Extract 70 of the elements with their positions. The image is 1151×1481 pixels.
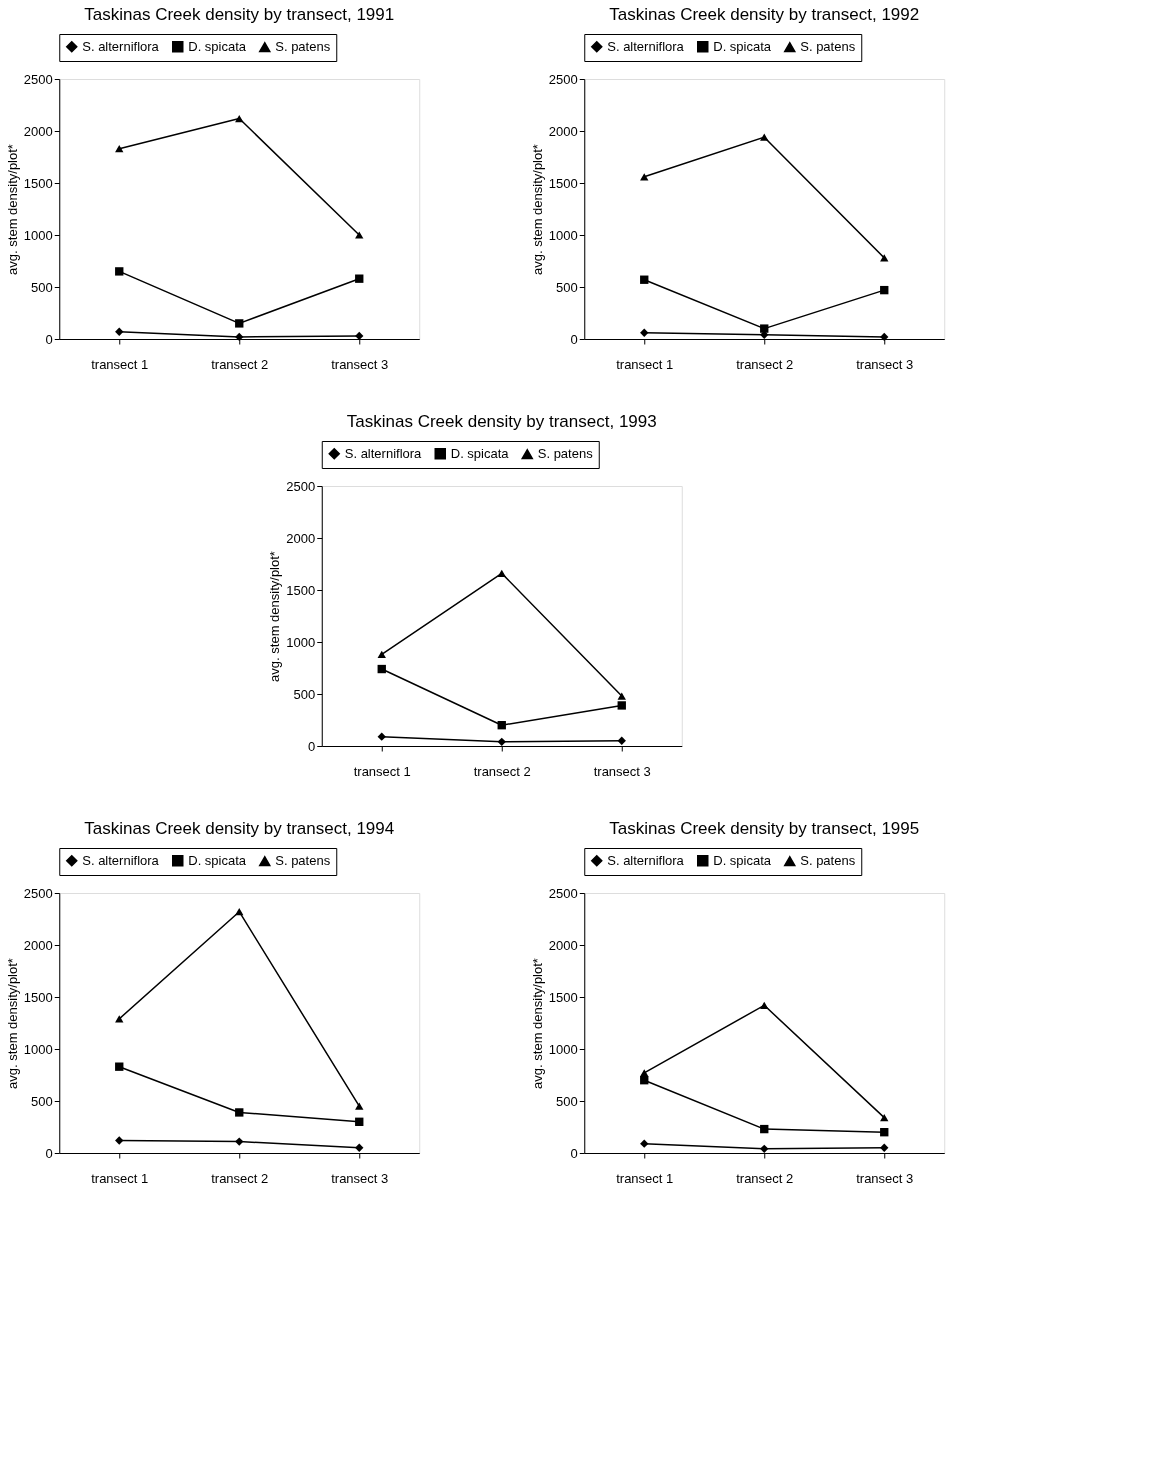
y-tick-label: 2500 (548, 71, 578, 87)
x-tick-label: transect 3 (593, 763, 651, 779)
y-tick-label: 0 (570, 331, 578, 347)
legend-label: S. alterniflora (607, 852, 685, 868)
y-tick-label: 1500 (548, 989, 578, 1005)
x-tick-label: transect 1 (616, 356, 674, 372)
y-tick-label: 2000 (23, 937, 53, 953)
legend-label: S. patens (275, 853, 331, 869)
chart-title: Taskinas Creek density by transect, 1992 (609, 4, 920, 24)
x-tick-label: transect 3 (856, 356, 914, 372)
x-tick-label: transect 3 (856, 1170, 914, 1186)
x-tick-label: transect 3 (331, 356, 389, 372)
y-tick-label: 2500 (286, 478, 316, 494)
chart-title: Taskinas Creek density by transect, 1993 (346, 411, 657, 431)
y-tick-label: 1000 (548, 1041, 578, 1057)
y-axis-title: avg. stem density/plot* (4, 958, 20, 1089)
y-tick-label: 500 (556, 1093, 578, 1109)
x-tick-label: transect 1 (353, 763, 411, 779)
y-tick-label: 1500 (23, 989, 53, 1005)
y-tick-label: 500 (31, 1093, 53, 1109)
y-tick-label: 500 (293, 686, 316, 702)
y-tick-label: 2000 (548, 937, 578, 953)
y-tick-label: 1500 (23, 175, 53, 191)
y-tick-label: 2000 (23, 123, 53, 139)
y-tick-label: 500 (556, 279, 578, 295)
y-axis-title: avg. stem density/plot* (267, 551, 283, 682)
y-axis-title: avg. stem density/plot* (529, 958, 545, 1089)
x-tick-label: transect 2 (736, 1170, 794, 1186)
y-tick-label: 2000 (286, 530, 316, 546)
x-tick-label: transect 2 (473, 763, 531, 779)
chart-title: Taskinas Creek density by transect, 1995 (609, 818, 920, 838)
x-tick-label: transect 3 (331, 1170, 389, 1186)
y-tick-label: 1000 (23, 1041, 53, 1057)
legend-label: S. patens (800, 853, 856, 869)
y-tick-label: 2500 (23, 885, 53, 901)
y-tick-label: 0 (45, 331, 53, 347)
x-tick-label: transect 2 (211, 356, 269, 372)
y-tick-label: 1000 (23, 227, 53, 243)
legend-label: D. spicata (713, 38, 772, 54)
x-tick-label: transect 2 (736, 356, 794, 372)
legend-label: D. spicata (188, 852, 247, 868)
y-tick-label: 2500 (548, 885, 578, 901)
legend-label: S. alterniflora (82, 852, 160, 868)
legend-label: S. patens (537, 446, 594, 462)
legend-label: S. alterniflora (344, 445, 423, 461)
y-tick-label: 1500 (286, 582, 316, 598)
y-tick-label: 0 (45, 1145, 53, 1161)
y-tick-label: 2500 (23, 71, 53, 87)
legend-label: S. alterniflora (607, 38, 685, 54)
y-tick-label: 500 (31, 279, 53, 295)
y-tick-label: 1500 (548, 175, 578, 191)
chart-title: Taskinas Creek density by transect, 1991 (84, 4, 395, 24)
y-axis-title: avg. stem density/plot* (529, 144, 545, 275)
x-tick-label: transect 1 (91, 1170, 149, 1186)
y-axis-title: avg. stem density/plot* (4, 144, 20, 275)
y-tick-label: 2000 (548, 123, 578, 139)
y-tick-label: 1000 (286, 634, 316, 650)
x-tick-label: transect 1 (91, 356, 149, 372)
legend-label: S. patens (800, 39, 856, 55)
y-tick-label: 0 (570, 1145, 578, 1161)
y-tick-label: 1000 (548, 227, 578, 243)
legend-label: S. alterniflora (82, 38, 160, 54)
legend-label: S. patens (275, 39, 331, 55)
x-tick-label: transect 2 (211, 1170, 269, 1186)
x-tick-label: transect 1 (616, 1170, 674, 1186)
y-tick-label: 0 (308, 738, 316, 754)
chart-title: Taskinas Creek density by transect, 1994 (84, 818, 395, 838)
legend-label: D. spicata (713, 852, 772, 868)
legend-label: D. spicata (188, 38, 247, 54)
legend-label: D. spicata (450, 445, 510, 461)
